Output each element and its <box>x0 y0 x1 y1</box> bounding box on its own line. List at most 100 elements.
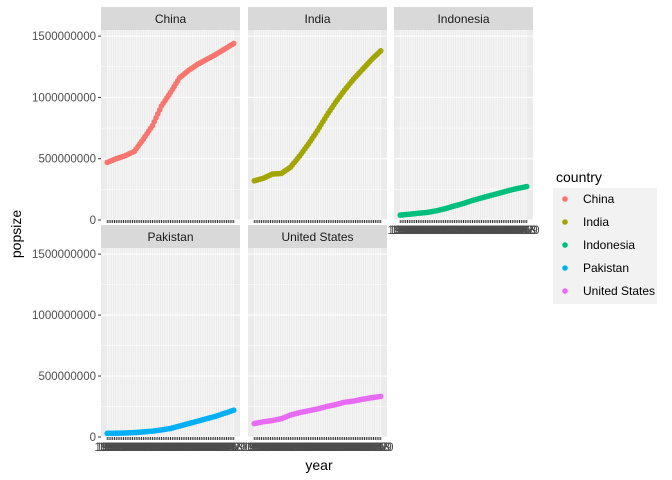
x-tick-label: 1980 <box>442 225 468 237</box>
facet-strip <box>394 7 533 30</box>
y-tick-label: 1000000000 <box>32 92 96 104</box>
x-tick-label: 1960 <box>260 442 286 454</box>
facet-pakistan: Pakistan 19501951195219531954195519561957… <box>94 225 247 454</box>
x-tick-label: 1996 <box>325 442 351 454</box>
x-tick-label: 1976 <box>288 442 314 454</box>
x-tick-label: 1983 <box>154 442 180 454</box>
x-tick-label: 1999 <box>330 442 356 454</box>
x-tick-label: 1995 <box>176 442 202 454</box>
x-tick-label: 1966 <box>416 225 442 237</box>
x-tick-label: 2003 <box>190 442 216 454</box>
x-tick-label: 2011 <box>498 225 523 237</box>
x-tick-label: 2017 <box>509 225 535 237</box>
x-tick-label: 1997 <box>326 442 352 454</box>
legend-title: country <box>556 169 602 185</box>
facet-strip <box>101 225 240 248</box>
x-tick-label: 2019 <box>219 442 245 454</box>
x-tick-label: 2017 <box>216 442 242 454</box>
facet-strip-label: Pakistan <box>147 230 193 244</box>
legend-items: China India Indonesia Pakistan United States <box>562 192 655 298</box>
x-tick-label: 1969 <box>129 442 155 454</box>
x-tick-label: 1993 <box>319 442 345 454</box>
x-tick-label: 1984 <box>449 225 475 237</box>
x-tick-label: 1961 <box>114 442 140 454</box>
x-tick-label: 2011 <box>352 442 377 454</box>
x-tick-label: 1968 <box>127 442 153 454</box>
x-tick-label: 1957 <box>254 442 280 454</box>
x-tick-label: 2008 <box>199 442 225 454</box>
x-tick-label: 1968 <box>420 225 446 237</box>
facet-strip <box>248 7 387 30</box>
x-tick-label: 2001 <box>480 225 506 237</box>
x-tick-label: 1984 <box>156 442 182 454</box>
x-tick-label: 2019 <box>512 225 538 237</box>
series-india-points <box>251 48 384 184</box>
legend-item-china: China <box>562 192 615 206</box>
x-tick-label: 1992 <box>170 442 196 454</box>
x-tick-label: 2016 <box>361 442 387 454</box>
panel-gridlines <box>248 248 387 438</box>
facet-strip <box>248 225 387 248</box>
data-point <box>377 48 384 54</box>
x-tick-label: 2016 <box>507 225 533 237</box>
x-tick-label: 1991 <box>316 442 342 454</box>
facet-panels: China India Indonesia195019511952195319541… <box>94 7 540 454</box>
x-tick-label: 2013 <box>208 442 234 454</box>
x-tick-label: 2010 <box>496 225 522 237</box>
x-tick-label: 1976 <box>141 442 167 454</box>
x-tick-label: 1998 <box>474 225 500 237</box>
x-tick-label: 1959 <box>404 225 430 237</box>
x-tick-label: 2015 <box>212 442 238 454</box>
x-tick-label: 1959 <box>258 442 284 454</box>
x-tick-label: 1962 <box>409 225 435 237</box>
y-axis-row-1: 0 500000000 1000000000 1500000000 <box>32 31 101 227</box>
legend: country China India Indonesia Pakistan Unite… <box>553 169 657 304</box>
x-tick-label: 1964 <box>413 225 439 237</box>
x-tick-label: 1964 <box>120 442 146 454</box>
x-tick-label: 1999 <box>183 442 209 454</box>
legend-label: Pakistan <box>583 261 629 275</box>
x-tick-label: 1981 <box>150 442 176 454</box>
x-tick-label: 2000 <box>332 442 358 454</box>
x-tick-label: 1989 <box>312 442 338 454</box>
x-tick-label: 2004 <box>192 442 218 454</box>
x-tick-label: 1960 <box>113 442 139 454</box>
x-tick-label: 1981 <box>443 225 469 237</box>
x-tick-label: 2014 <box>210 442 236 454</box>
y-tick-label: 0 <box>90 432 96 444</box>
x-tick-label: 1963 <box>411 225 437 237</box>
x-tick-label: 2018 <box>364 442 390 454</box>
x-tick-label: 1962 <box>116 442 142 454</box>
x-tick-label: 2000 <box>185 442 211 454</box>
x-tick-label: 1966 <box>270 442 296 454</box>
y-tick-label: 500000000 <box>38 371 96 383</box>
x-tick-label: 2002 <box>335 442 361 454</box>
x-tick-label: 2010 <box>350 442 376 454</box>
x-tick-label: 1989 <box>458 225 484 237</box>
x-tick-label: 2018 <box>510 225 536 237</box>
x-tick-label: 2006 <box>343 442 369 454</box>
facet-india: India <box>248 7 387 223</box>
x-tick-label: 1973 <box>283 442 309 454</box>
x-tick-label: 2009 <box>494 225 520 237</box>
legend-label: India <box>583 215 609 229</box>
x-tick-label: 2012 <box>353 442 379 454</box>
x-tick-label: 2007 <box>197 442 223 454</box>
x-tick-label: 1999 <box>476 225 502 237</box>
x-tick-label: 1991 <box>462 225 488 237</box>
x-tick-label: 1975 <box>433 225 459 237</box>
x-tick-label: 1973 <box>136 442 162 454</box>
x-tick-label: 1971 <box>132 442 158 454</box>
x-tick-label: 1957 <box>400 225 426 237</box>
facet-strip <box>101 7 240 30</box>
x-tick-label: 1986 <box>307 442 333 454</box>
x-tick-label: 1991 <box>169 442 195 454</box>
x-tick-label: 1980 <box>149 442 175 454</box>
x-tick-label: 1993 <box>172 442 198 454</box>
x-tick-label: 1979 <box>440 225 466 237</box>
facet-indonesia: Indonesia 1950195119521953195419551956195… <box>387 7 540 237</box>
panel-gridlines <box>101 248 240 438</box>
x-tick-label: 1975 <box>140 442 166 454</box>
x-tick-label: 2015 <box>505 225 531 237</box>
x-tick-label: 1969 <box>422 225 448 237</box>
